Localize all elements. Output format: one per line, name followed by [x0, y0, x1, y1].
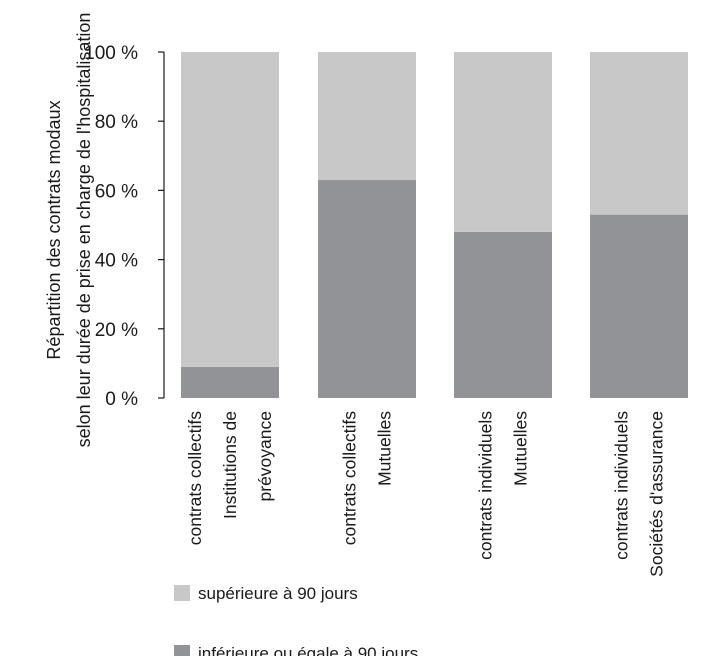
bar-segment-inferieure: [590, 214, 688, 398]
legend-label: inférieure ou égale à 90 jours: [198, 644, 418, 656]
x-category-label: Institutions de: [220, 411, 240, 519]
y-tick-label: 20 %: [95, 320, 138, 341]
y-axis-title: Répartition des contrats modaux selon le…: [44, 13, 94, 448]
y-tick-label: 40 %: [95, 251, 138, 272]
x-category-label: contrats individuels: [476, 411, 496, 560]
bar-segment-superieure: [454, 52, 552, 232]
x-category-label: Mutuelles: [511, 411, 531, 486]
y-axis-ticks: 0 % 20 % 40 % 60 % 80 % 100 %: [84, 43, 164, 410]
bar-segment-superieure: [590, 52, 688, 215]
bar-segment-superieure: [181, 52, 279, 367]
y-tick-label: 0 %: [105, 389, 138, 410]
plot-area: [181, 52, 688, 398]
bar-segment-inferieure: [318, 180, 416, 398]
x-category-label: prévoyance: [255, 411, 275, 501]
y-axis-title-line-1: Répartition des contrats modaux: [44, 100, 64, 359]
x-category-label: Mutuelles: [375, 411, 395, 486]
legend: supérieure à 90 jours inférieure ou égale…: [174, 584, 418, 656]
y-tick-label: 80 %: [95, 112, 138, 133]
x-category-label: Sociétés d'assurance: [647, 411, 667, 577]
y-axis-title-line-2: selon leur durée de prise en charge de l…: [74, 13, 94, 448]
y-tick-label: 100 %: [84, 43, 138, 64]
bar-segment-superieure: [318, 52, 416, 181]
x-axis-categories: contrats collectifs Institutions de prévoy…: [185, 411, 667, 577]
x-category-label: contrats collectifs: [340, 411, 360, 545]
bar-segment-inferieure: [181, 366, 279, 398]
y-tick-label: 60 %: [95, 181, 138, 202]
legend-label: supérieure à 90 jours: [198, 584, 358, 603]
legend-swatch: [174, 645, 190, 656]
x-category-label: contrats individuels: [612, 411, 632, 560]
x-category-label: contrats collectifs: [185, 411, 205, 545]
bar-segment-inferieure: [454, 231, 552, 398]
legend-swatch: [174, 585, 190, 601]
